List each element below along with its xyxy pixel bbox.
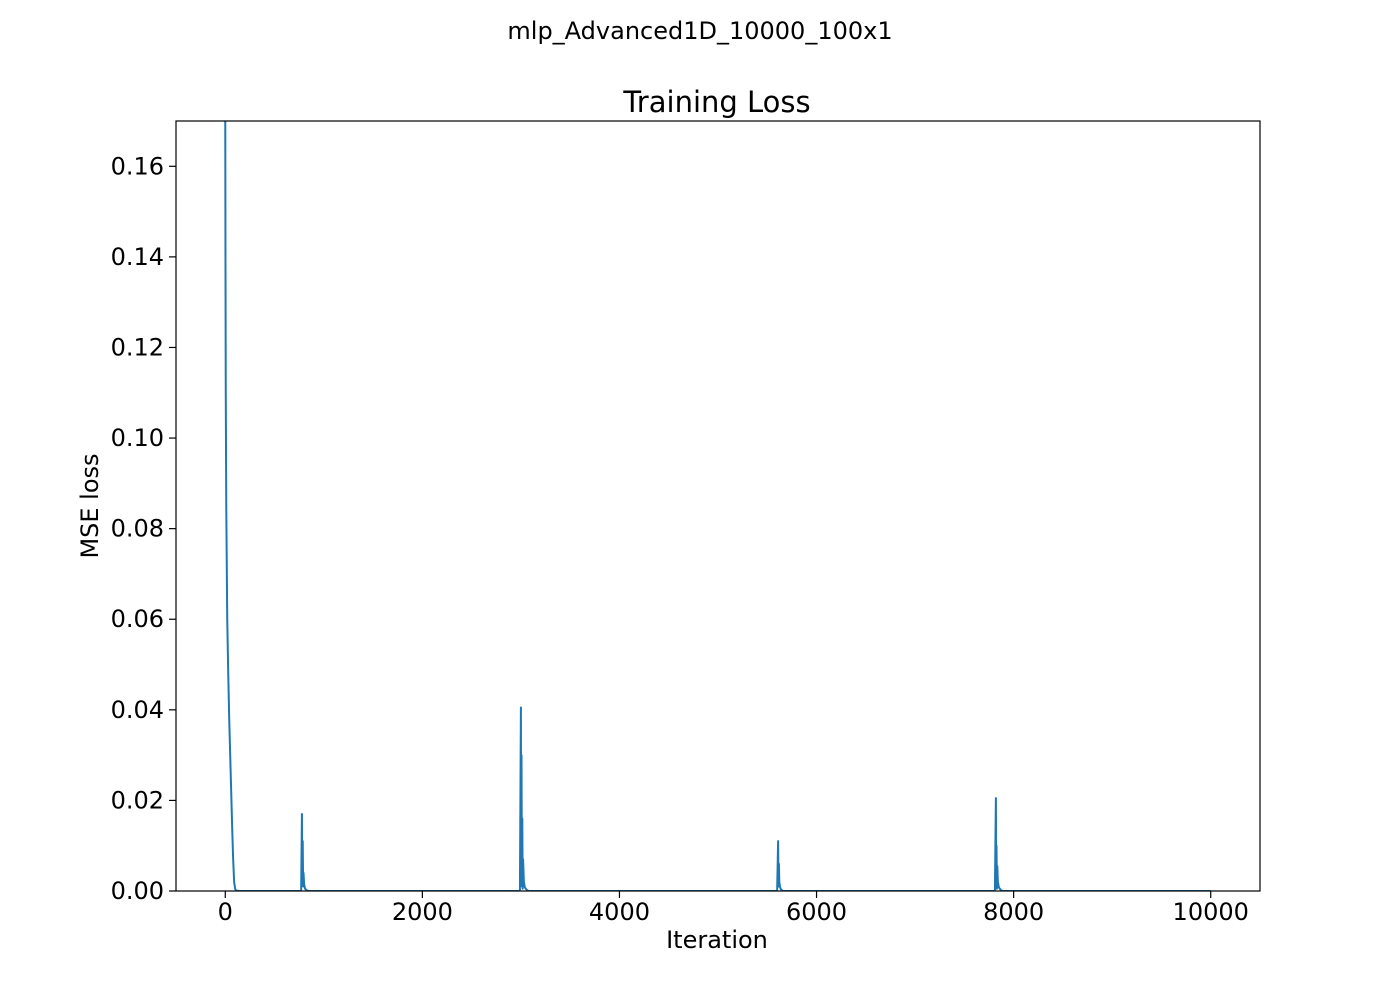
- y-tick-label: 0.14: [111, 243, 164, 271]
- y-tick-label: 0.00: [111, 877, 164, 905]
- x-tick-label: 8000: [983, 898, 1044, 926]
- y-tick-label: 0.10: [111, 424, 164, 452]
- y-tick-label: 0.04: [111, 696, 164, 724]
- x-axis-ticks: 0 2000 4000 6000 8000 10000: [218, 891, 1249, 926]
- plot-area: [224, 121, 1211, 891]
- y-tick-label: 0.06: [111, 605, 164, 633]
- x-tick-label: 2000: [392, 898, 453, 926]
- y-axis-ticks: 0.00 0.02 0.04 0.06 0.08 0.10 0.12 0.14 0.16: [111, 152, 176, 905]
- y-axis-label: MSE loss: [76, 453, 104, 558]
- x-tick-label: 10000: [1173, 898, 1249, 926]
- x-axis-label: Iteration: [666, 926, 768, 954]
- axes-frame: [175, 120, 1261, 892]
- y-tick-label: 0.12: [111, 333, 164, 361]
- x-tick-label: 4000: [589, 898, 650, 926]
- chart-title: Training Loss: [622, 85, 810, 119]
- y-tick-label: 0.16: [111, 152, 164, 180]
- figure-suptitle: mlp_Advanced1D_10000_100x1: [507, 17, 892, 45]
- y-tick-label: 0.02: [111, 786, 164, 814]
- loss-series-line: [224, 121, 1211, 891]
- y-tick-label: 0.08: [111, 515, 164, 543]
- x-tick-label: 0: [218, 898, 233, 926]
- x-tick-label: 6000: [786, 898, 847, 926]
